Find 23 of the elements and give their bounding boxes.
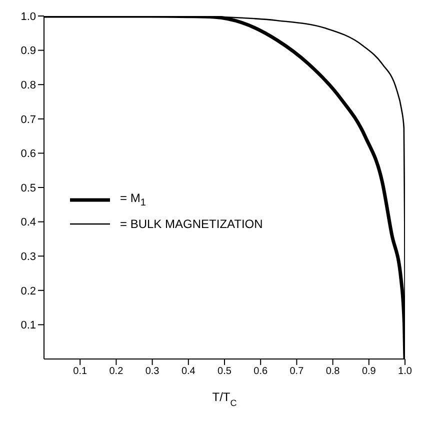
x-axis-title: T/T$_{C}$	[212, 390, 238, 408]
y-tick-label: 0.6	[20, 148, 36, 160]
y-tick-label: 0.4	[20, 216, 36, 229]
legend-label: = BULK MAGNETIZATION	[120, 217, 263, 231]
x-tick-label: 0.3	[145, 366, 160, 378]
x-tick-label: 0.6	[254, 366, 268, 378]
x-tick-label: 0.1	[73, 366, 88, 378]
y-tick-label: 0.3	[20, 251, 36, 264]
y-tick-label: 0.5	[20, 182, 36, 194]
y-tick-label: 1.0	[20, 10, 36, 23]
x-tick-label: 0.8	[326, 366, 340, 378]
y-tick-label: 0.2	[20, 285, 36, 298]
x-tick-label: 0.9	[362, 366, 376, 378]
y-tick-label: 0.9	[20, 45, 36, 58]
x-tick-label: 1.0	[398, 366, 412, 378]
x-tick-label: 0.7	[290, 366, 304, 378]
x-tick-label: 0.5	[218, 366, 232, 378]
y-tick-label: 0.8	[20, 80, 36, 92]
x-tick-label: 0.4	[181, 366, 196, 378]
legend-label: = M$_{1}$	[120, 191, 146, 209]
x-tick-label: 0.2	[109, 366, 124, 378]
y-tick-label: 0.7	[20, 114, 36, 126]
y-tick-label: 0.1	[20, 320, 36, 332]
